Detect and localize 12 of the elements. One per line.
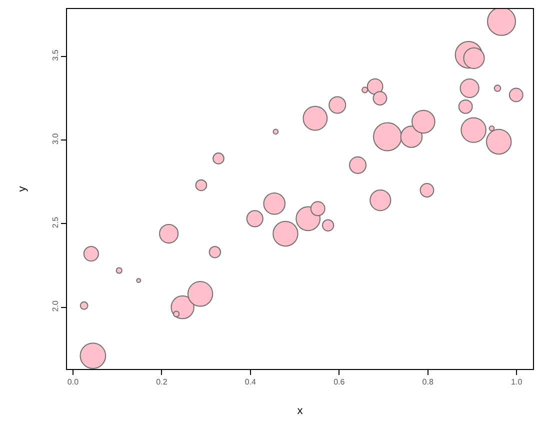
x-tick-label: 0.2 [156,378,168,387]
x-tick-label: 0.0 [67,378,80,387]
y-tick-label: 3.5 [50,49,60,61]
y-tick-label: 2.0 [50,300,60,312]
x-tick-label: 1.0 [511,378,523,387]
y-tick-label: 3.0 [50,132,60,144]
x-axis-title: x [297,404,304,417]
y-tick-label: 2.5 [50,216,60,228]
x-tick-label: 0.4 [244,378,257,387]
x-tick-label: 0.6 [334,378,346,387]
y-axis-title: y [16,186,28,192]
x-tick-label: 0.8 [422,378,434,387]
